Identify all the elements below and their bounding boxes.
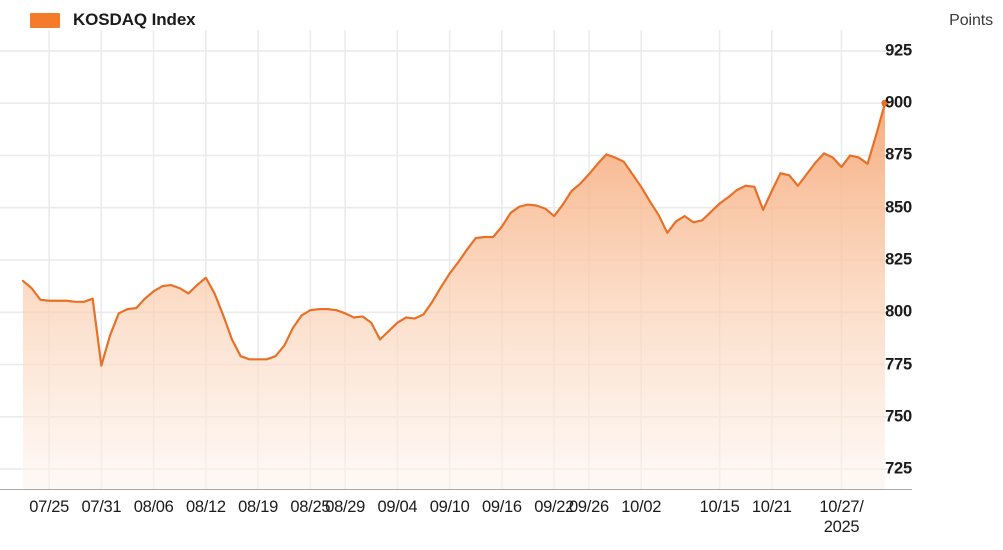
x-axis-tick-label: 10/15 [699,498,740,516]
legend-label-kosdaq-index: KOSDAQ Index [73,10,196,29]
y-axis-tick-label: 725 [885,459,912,478]
x-axis-tick-label: 08/19 [238,498,278,516]
x-axis-tick-label: 07/25 [29,498,70,516]
legend-swatch-kosdaq-index [30,12,60,28]
x-axis-tick-label: 08/12 [185,498,226,516]
y-axis-tick-label: 850 [885,198,912,217]
x-axis-tick-label: 07/31 [81,498,122,516]
y-axis-tick-label: 900 [885,93,912,112]
x-axis-tick-label: 09/22 [534,498,575,516]
x-axis-tick-label: 08/25 [290,498,331,516]
series-area-kosdaq-index [23,103,885,490]
x-axis-tick-label: 10/21 [751,498,792,516]
plot-area: 925 900 875 850 825 800 775 750 725 07/25 07/31 08… [0,30,920,536]
series-line-kosdaq-index [21,102,887,367]
y-axis-tick-label: 875 [885,145,912,164]
chart-svg [0,30,912,490]
y-axis-tick-label: 825 [885,250,912,269]
chart-legend: KOSDAQ Index [30,8,196,32]
y-axis-tick-label: 775 [885,355,912,374]
x-axis-tick-label: 09/26 [569,498,609,516]
y-axis-unit-label: Points [949,12,993,29]
x-axis-tick-year: 2025 [823,518,860,536]
y-axis-tick-label: 750 [885,407,912,426]
x-axis-tick-label: 10/27/2025 [819,498,864,536]
x-axis-tick-label: 09/10 [429,498,470,516]
x-axis-tick-label: 09/16 [481,498,522,516]
last-point-marker [881,99,889,107]
x-axis-tick-label: 09/04 [377,498,418,516]
x-axis-tick-label: 08/06 [133,498,174,516]
y-axis-tick-label: 925 [885,41,912,60]
x-axis-tick-label: 08/29 [325,498,366,516]
y-axis-tick-label: 800 [885,302,912,321]
x-axis-tick-label: 10/02 [621,498,662,516]
